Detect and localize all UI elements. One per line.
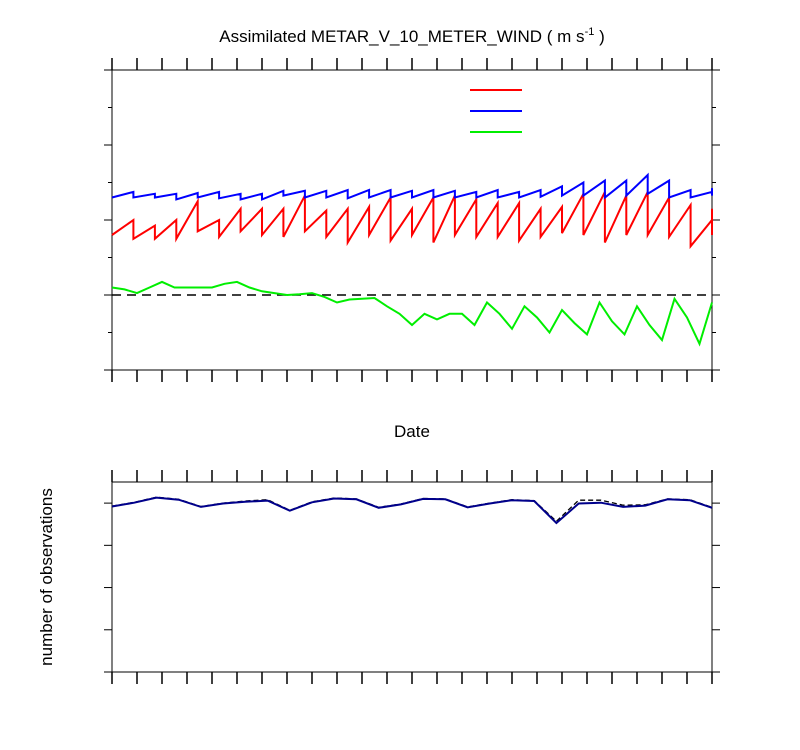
top-chart-xlabel: Date xyxy=(394,422,430,441)
series-line-bias-o-f- xyxy=(111,280,713,347)
legend xyxy=(470,89,522,133)
plot-frame xyxy=(111,481,713,673)
series-line-rmse xyxy=(111,191,713,250)
series-line-sprd-ob-error xyxy=(111,172,713,201)
obs-count-used-line xyxy=(111,496,713,525)
bottom-chart-ylabel: number of observations xyxy=(37,488,56,666)
top-chart-title: Assimilated METAR_V_10_METER_WIND ( m s-… xyxy=(219,26,604,46)
bottom-chart xyxy=(104,470,720,684)
top-chart xyxy=(104,58,720,382)
